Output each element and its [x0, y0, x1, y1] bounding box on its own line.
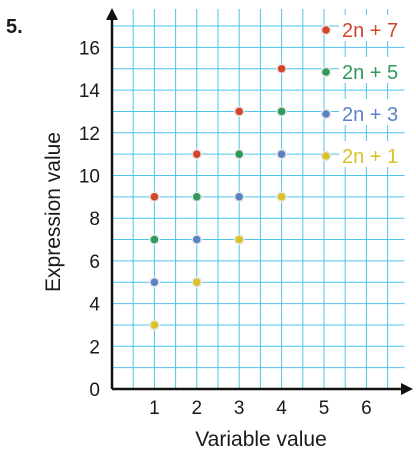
x-tick-label: 4 — [276, 398, 287, 419]
data-point — [191, 191, 203, 203]
data-point — [233, 106, 245, 117]
legend-marker — [320, 66, 332, 78]
y-tick-label: 14 — [79, 81, 101, 102]
data-point — [276, 106, 287, 117]
y-axis-title: Expression value — [42, 132, 65, 292]
legend-label-background — [339, 99, 416, 125]
y-tick-label: 6 — [89, 252, 100, 273]
legend-marker — [320, 150, 332, 162]
legend-label-background — [339, 15, 416, 41]
y-tick-label: 8 — [89, 209, 100, 230]
x-tick-label: 2 — [192, 398, 203, 419]
legend-label-background — [339, 57, 416, 83]
data-point — [191, 234, 203, 245]
x-tick-label: 6 — [361, 398, 372, 419]
data-point — [191, 148, 203, 160]
grid — [112, 8, 405, 389]
data-point — [148, 276, 160, 288]
data-point — [148, 319, 160, 331]
x-axis-title: Variable value — [195, 428, 327, 450]
legend-marker — [320, 108, 332, 120]
problem-number: 5. — [6, 16, 23, 38]
data-point — [148, 234, 160, 245]
y-tick-label: 4 — [89, 295, 100, 316]
y-axis-arrow — [106, 8, 118, 20]
legend-label-background — [339, 141, 416, 167]
y-tick-label: 16 — [79, 38, 100, 59]
data-point — [276, 148, 287, 160]
data-point — [233, 234, 245, 245]
data-points — [148, 63, 287, 331]
legend-label: 2n + 5 — [342, 62, 398, 84]
axes — [106, 8, 413, 395]
y-tick-label: 10 — [79, 167, 100, 188]
data-point — [276, 191, 287, 203]
legend-label: 2n + 1 — [342, 146, 398, 168]
legend-label: 2n + 3 — [342, 104, 398, 126]
data-point — [191, 276, 203, 288]
y-tick-label: 12 — [79, 124, 100, 145]
x-tick-label: 3 — [234, 398, 245, 419]
legend-label: 2n + 7 — [342, 20, 398, 42]
x-axis-arrow — [401, 383, 413, 395]
data-point — [276, 63, 287, 75]
data-point — [148, 191, 160, 203]
x-tick-label: 5 — [319, 398, 330, 419]
x-tick-label: 1 — [149, 398, 160, 419]
data-point — [233, 191, 245, 203]
y-tick-label: 0 — [89, 380, 100, 401]
y-tick-label: 2 — [89, 337, 100, 358]
legend: 2n + 7 2n + 5 2n + 3 2n + 1 — [320, 15, 416, 168]
legend-marker — [320, 24, 332, 36]
data-point — [233, 148, 245, 160]
